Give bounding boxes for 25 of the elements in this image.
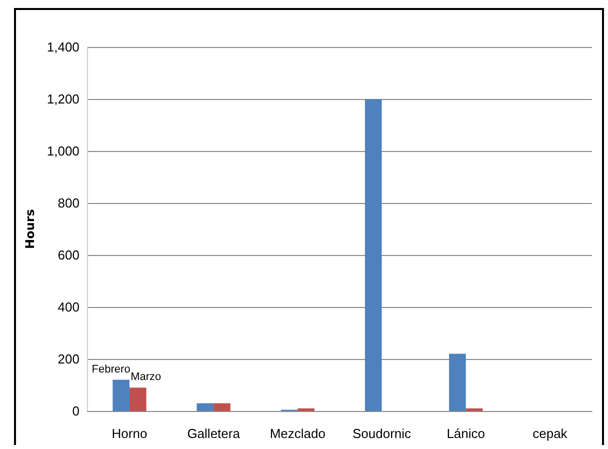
x-tick-label: Lánico xyxy=(446,426,486,441)
y-tick-label: 800 xyxy=(58,196,80,210)
y-tick-label: 1,200 xyxy=(46,92,80,106)
y-tick-label: 400 xyxy=(58,300,80,314)
y-tick-label: 1,000 xyxy=(46,144,80,158)
bar xyxy=(214,403,230,411)
bar xyxy=(298,408,314,411)
y-tick-label: 600 xyxy=(58,248,80,262)
y-tick-label: 200 xyxy=(58,352,80,366)
x-tick-label: Horno xyxy=(112,426,148,441)
bar xyxy=(449,354,466,411)
x-tick-label: cepak xyxy=(532,426,568,441)
bar xyxy=(129,388,146,411)
y-tick-label: 0 xyxy=(72,404,80,418)
y-axis-title: Hours xyxy=(23,209,37,249)
bar xyxy=(466,408,483,411)
series-label: Marzo xyxy=(130,371,162,384)
bar xyxy=(364,99,382,411)
x-tick-label: Mezclado xyxy=(270,426,326,441)
y-tick-label: 1,400 xyxy=(46,40,80,54)
x-tick-label: Galletera xyxy=(187,426,241,441)
x-tick-label: Soudornic xyxy=(352,426,412,441)
series-label: Febrero xyxy=(92,363,130,376)
bar xyxy=(112,380,130,411)
bar xyxy=(196,403,214,411)
